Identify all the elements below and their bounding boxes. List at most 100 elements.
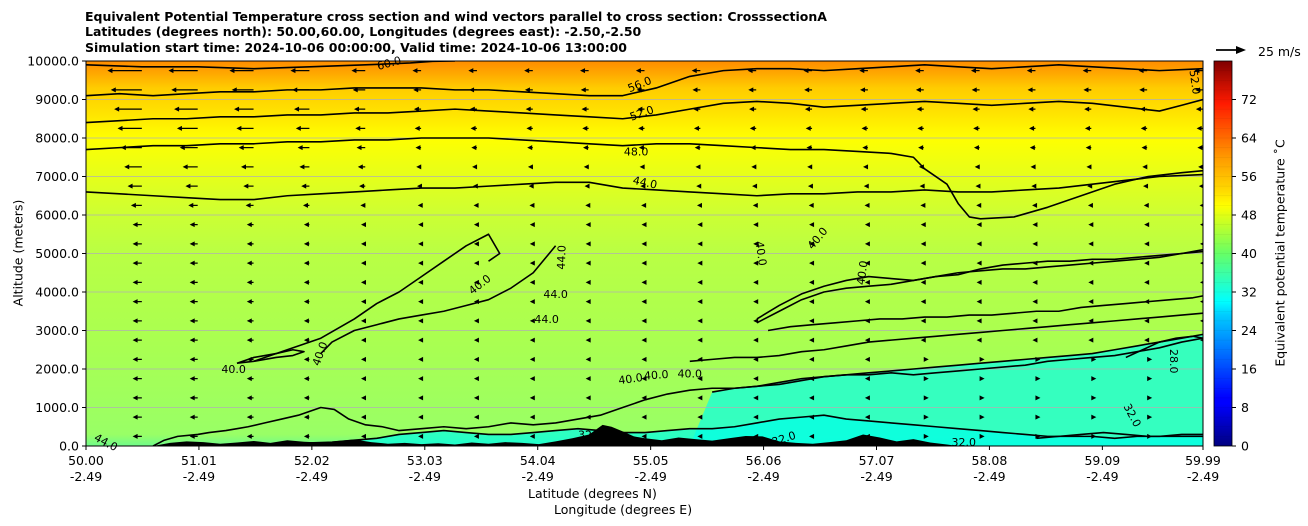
wind-arrow-head bbox=[356, 145, 362, 151]
wind-arrow-head bbox=[188, 202, 194, 208]
wind-arrow-head bbox=[641, 202, 647, 208]
wind-arrow-head bbox=[472, 164, 478, 170]
wind-arrow-head bbox=[1088, 337, 1094, 343]
wind-arrow-head bbox=[132, 433, 138, 439]
contour-label-group-6: 44.0 bbox=[534, 313, 559, 326]
wind-arrow-head bbox=[751, 164, 757, 170]
wind-arrow-head bbox=[697, 241, 703, 247]
wind-arrow-head bbox=[471, 145, 477, 151]
gridlines bbox=[86, 99, 1203, 408]
wind-arrow-head bbox=[1082, 68, 1088, 74]
wind-arrow-head bbox=[529, 222, 535, 228]
wind-arrow-head bbox=[635, 68, 641, 74]
wind-arrow-head bbox=[753, 222, 759, 228]
wind-arrow-head bbox=[916, 106, 922, 112]
wind-arrow-head bbox=[920, 241, 926, 247]
wind-arrow-head bbox=[753, 241, 759, 247]
wind-arrow-head bbox=[1200, 223, 1203, 227]
wind-arrow-head bbox=[696, 202, 702, 208]
wind-arrow-head bbox=[117, 125, 123, 131]
contour-lines bbox=[86, 61, 1203, 446]
contour-label: 44.0 bbox=[543, 288, 568, 301]
wind-arrow-head bbox=[127, 183, 133, 189]
wind-arrow-head bbox=[132, 222, 138, 228]
wind-arrow-head bbox=[473, 376, 479, 382]
y-tick-label: 9000.0 bbox=[35, 92, 79, 107]
wind-arrow-head bbox=[1144, 318, 1150, 324]
wind-arrow-head bbox=[859, 68, 865, 74]
contour-label-group-16: 48.0 bbox=[624, 145, 649, 158]
surface-cold-fill bbox=[287, 415, 1203, 446]
wind-arrow-head bbox=[246, 260, 252, 266]
wind-arrow-head bbox=[809, 260, 815, 266]
wind-arrow-head bbox=[641, 260, 647, 266]
wind-arrow-head bbox=[695, 164, 701, 170]
wind-arrow-head bbox=[753, 395, 759, 401]
wind-arrow-head bbox=[359, 183, 365, 189]
terrain bbox=[153, 424, 959, 446]
wind-arrow-head bbox=[753, 337, 759, 343]
contour-label-group-4: 44.0 bbox=[555, 245, 569, 270]
wind-arrow-head bbox=[1144, 279, 1150, 285]
wind-arrow-head bbox=[973, 125, 979, 131]
wind-arrow-head bbox=[860, 87, 866, 93]
chart-title-line-1: Equivalent Potential Temperature cross s… bbox=[85, 9, 827, 24]
wind-arrow-head bbox=[360, 356, 366, 362]
colorbar-tick-label: 32 bbox=[1241, 285, 1257, 300]
wind-arrow-head bbox=[637, 106, 643, 112]
wind-arrow-head bbox=[107, 68, 113, 74]
wind-arrow-head bbox=[1029, 145, 1035, 151]
contour-label-group-23: 32.0 bbox=[951, 436, 976, 449]
wind-arrow-head bbox=[864, 395, 870, 401]
wind-arrow-head bbox=[132, 279, 138, 285]
wind-arrow-head bbox=[1028, 106, 1034, 112]
wind-arrow-head bbox=[416, 164, 422, 170]
contour-line-16 bbox=[86, 61, 455, 70]
contour-line-14 bbox=[86, 98, 1203, 124]
wind-arrow-head bbox=[1143, 183, 1149, 189]
wind-arrow-head bbox=[246, 318, 252, 324]
wind-arrow-head bbox=[299, 164, 305, 170]
contour-label: 40.0 bbox=[644, 368, 669, 383]
wind-arrow-head bbox=[585, 202, 591, 208]
wind-arrow-head bbox=[189, 222, 195, 228]
wind-arrow-head bbox=[360, 222, 366, 228]
wind-arrow-head bbox=[1027, 87, 1033, 93]
quiver-reference-label: 25 m/s bbox=[1258, 44, 1301, 59]
wind-arrow-head bbox=[639, 164, 645, 170]
wind-arrow-head bbox=[132, 395, 138, 401]
contour-label-group-21: 28.0 bbox=[1167, 349, 1180, 374]
wind-arrow-head bbox=[1203, 376, 1208, 381]
x-tick-label: 58.08 bbox=[972, 453, 1008, 468]
contour-label: 60.0 bbox=[376, 54, 403, 73]
wind-arrow-head bbox=[697, 376, 703, 382]
wind-arrow-head bbox=[641, 279, 647, 285]
y-tick-label: 3000.0 bbox=[35, 323, 79, 338]
wind-arrow-head bbox=[691, 68, 697, 74]
x-tick-lon-label: -2.49 bbox=[973, 469, 1005, 484]
wind-arrow-head bbox=[753, 414, 759, 420]
contour-line-6 bbox=[756, 250, 1203, 320]
wind-arrow-head bbox=[1198, 184, 1203, 189]
contour-line-11 bbox=[1036, 431, 1203, 440]
wind-arrow-head bbox=[1198, 164, 1203, 170]
wind-arrow-head bbox=[529, 299, 535, 305]
contour-label-group-12: 40.0 bbox=[753, 241, 769, 267]
wind-arrow-head bbox=[976, 222, 982, 228]
wind-arrow-head bbox=[418, 433, 424, 439]
contour-label-group-19: 60.0 bbox=[376, 54, 403, 73]
wind-arrow-head bbox=[303, 414, 309, 420]
wind-arrow-head bbox=[1030, 164, 1036, 170]
wind-arrow-head bbox=[976, 260, 982, 266]
wind-arrow-head bbox=[979, 356, 985, 362]
wind-arrow-head bbox=[76, 222, 81, 227]
wind-arrow-head bbox=[529, 241, 535, 247]
contour-line-0 bbox=[152, 337, 1203, 446]
wind-arrow-head bbox=[581, 106, 587, 112]
wind-arrow-head bbox=[641, 356, 647, 362]
wind-arrow-head bbox=[1203, 357, 1208, 362]
wind-arrow-head bbox=[189, 395, 195, 401]
wind-arrow-head bbox=[1032, 299, 1038, 305]
wind-arrow-head bbox=[920, 260, 926, 266]
